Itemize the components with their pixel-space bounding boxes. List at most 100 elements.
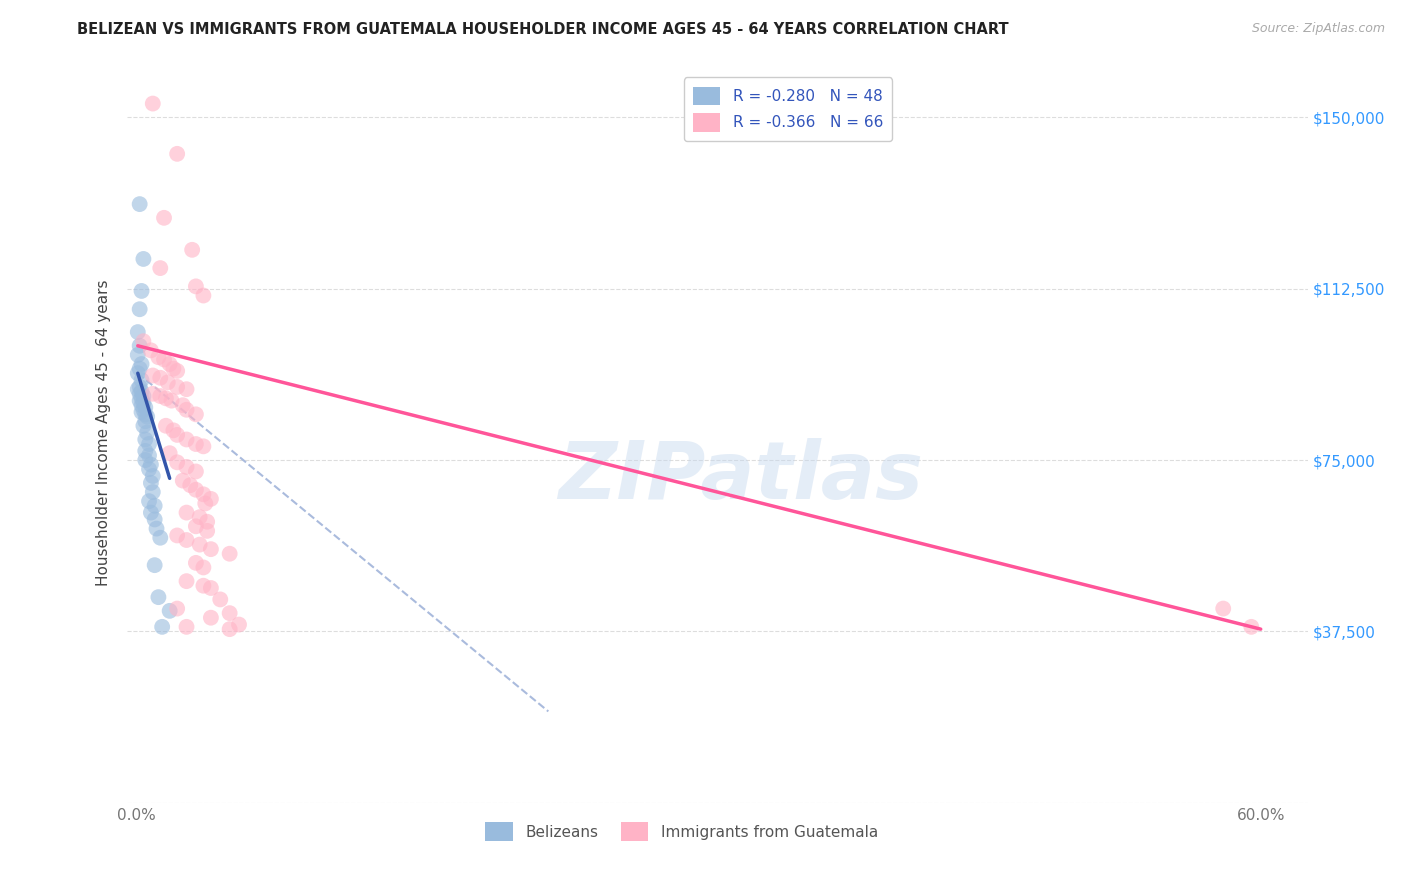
Point [159,446,181,460]
Point [188,538,211,552]
Point [176,533,198,547]
Point [218,547,240,561]
Point [172,398,194,412]
Point [139,343,162,358]
Point [142,469,165,483]
Point [131,357,153,371]
Point [181,243,204,257]
Point [138,437,160,451]
Point [188,510,211,524]
Point [127,366,149,380]
Point [142,368,165,383]
Point [159,357,181,371]
Point [134,401,156,415]
Point [160,393,183,408]
Point [184,519,207,533]
Point [176,402,198,417]
Point [193,560,215,574]
Point [179,478,201,492]
Point [142,96,165,111]
Point [136,425,159,440]
Point [176,459,198,474]
Point [200,491,222,506]
Point [184,437,207,451]
Point [138,494,160,508]
Point [166,364,188,378]
Point [153,211,176,225]
Y-axis label: Householder Income Ages 45 - 64 years: Householder Income Ages 45 - 64 years [96,279,111,586]
Point [166,380,188,394]
Point [138,462,160,476]
Point [139,475,162,490]
Point [200,611,222,625]
Text: BELIZEAN VS IMMIGRANTS FROM GUATEMALA HOUSEHOLDER INCOME AGES 45 - 64 YEARS CORR: BELIZEAN VS IMMIGRANTS FROM GUATEMALA HO… [77,22,1010,37]
Point [128,339,150,353]
Point [162,423,184,437]
Point [131,392,153,406]
Point [200,542,222,557]
Point [132,402,155,417]
Point [200,581,222,595]
Point [195,524,218,538]
Point [134,443,156,458]
Point [172,474,194,488]
Point [136,409,159,424]
Point [145,522,167,536]
Point [1212,601,1234,615]
Point [143,512,166,526]
Point [166,528,188,542]
Point [155,418,177,433]
Text: ZIPatlas: ZIPatlas [558,438,924,516]
Point [148,350,170,364]
Point [195,515,218,529]
Point [176,433,198,447]
Point [166,601,188,615]
Point [143,558,166,573]
Point [193,288,215,302]
Point [184,483,207,497]
Point [184,408,207,422]
Point [156,376,179,390]
Point [228,617,250,632]
Point [132,396,155,410]
Point [218,606,240,620]
Point [176,574,198,589]
Text: Source: ZipAtlas.com: Source: ZipAtlas.com [1251,22,1385,36]
Point [184,279,207,293]
Point [166,146,188,161]
Point [149,261,172,276]
Point [143,499,166,513]
Point [131,405,153,419]
Point [134,453,156,467]
Point [127,325,149,339]
Point [193,487,215,501]
Point [155,392,177,406]
Point [132,252,155,266]
Point [176,382,198,396]
Point [153,352,176,367]
Point [131,373,153,387]
Point [132,334,155,349]
Point [166,455,188,469]
Point [209,592,232,607]
Point [176,506,198,520]
Point [134,408,156,422]
Point [1240,620,1263,634]
Point [176,620,198,634]
Point [184,556,207,570]
Point [127,348,149,362]
Legend: Belizeans, Immigrants from Guatemala: Belizeans, Immigrants from Guatemala [479,816,884,847]
Point [194,496,217,510]
Point [142,386,165,401]
Point [132,389,155,403]
Point [149,371,172,385]
Point [131,284,153,298]
Point [166,428,188,442]
Point [149,389,172,403]
Point [139,458,162,472]
Point [128,302,150,317]
Point [159,604,181,618]
Point [150,620,173,634]
Point [134,433,156,447]
Point [134,414,156,428]
